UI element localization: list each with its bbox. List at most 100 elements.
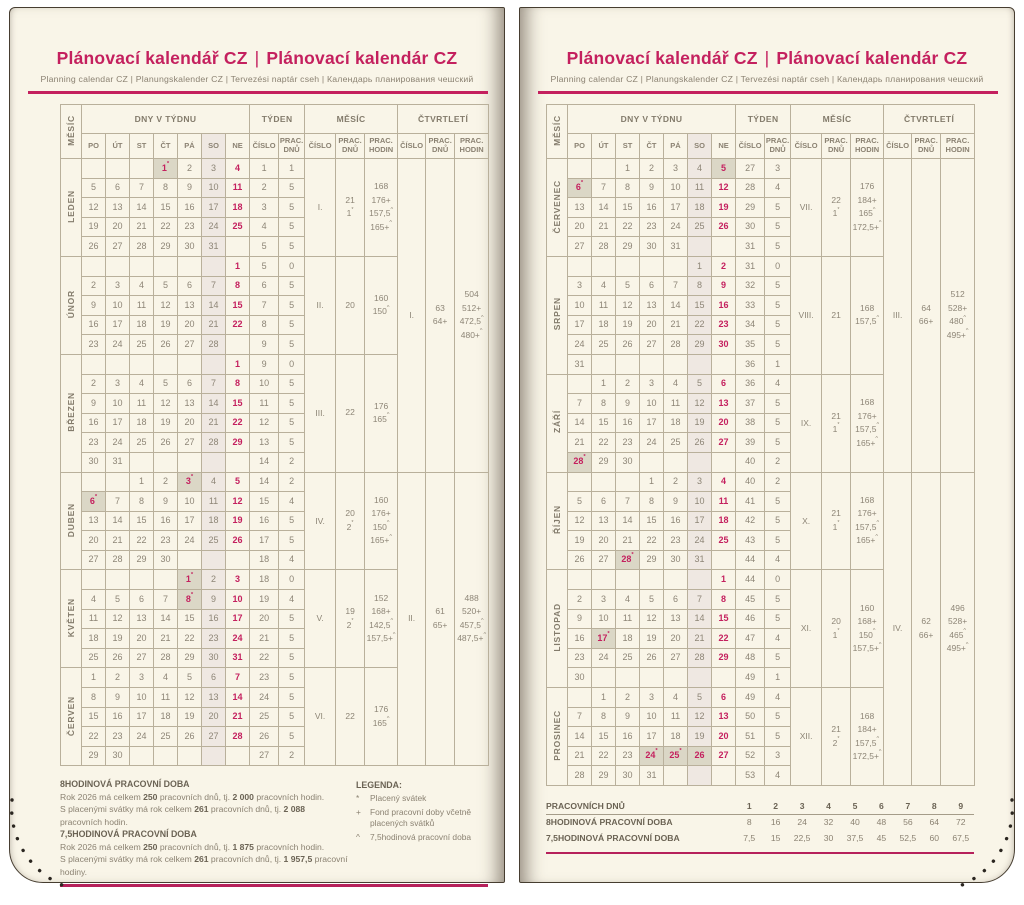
week-workdays: 4 — [278, 589, 306, 610]
working-days-value: 37,5 — [846, 832, 864, 843]
month-workhours: 168 176+ 157,5^ 165+^ — [850, 471, 885, 571]
quarter-workdays-header: PRAC. DNŮ — [911, 133, 942, 159]
week-number: 51 — [735, 726, 766, 747]
day-cell: 6* — [567, 177, 592, 199]
day-cell: 28 — [591, 236, 616, 257]
day-cell: 4 — [81, 589, 106, 610]
day-cell — [639, 353, 664, 375]
day-cell — [105, 569, 130, 591]
day-cell — [591, 667, 616, 689]
day-cell: 18 — [663, 726, 688, 747]
day-cell — [201, 549, 226, 571]
week-workdays: 5 — [764, 295, 792, 316]
day-header-5: SO — [687, 133, 712, 159]
week-workdays: 5 — [764, 491, 792, 512]
day-cell: 23 — [81, 432, 106, 453]
week-number: 47 — [735, 628, 766, 649]
day-cell: 23 — [567, 647, 592, 669]
month-number: XII. — [790, 687, 823, 786]
day-cell: 9 — [567, 608, 592, 630]
day-cell: 20 — [639, 314, 664, 336]
day-cell: 14 — [663, 295, 688, 316]
working-days-value: 56 — [903, 817, 913, 828]
week-workdays: 0 — [764, 569, 792, 591]
day-cell — [663, 569, 688, 591]
month-workdays: 21 1* — [335, 158, 366, 257]
day-cell: 9 — [105, 687, 130, 708]
day-cell: 10 — [639, 393, 664, 414]
day-cell — [153, 745, 178, 767]
column-header-week: TÝDEN — [249, 104, 306, 134]
day-cell: 23 — [153, 530, 178, 551]
day-header-4: PÁ — [663, 133, 688, 159]
day-cell — [687, 667, 712, 689]
day-cell: 29 — [710, 647, 737, 669]
day-header-6: NE — [224, 133, 251, 159]
day-cell — [567, 373, 592, 395]
week-workdays: 5 — [278, 647, 306, 669]
day-cell: 30 — [615, 765, 640, 786]
working-days-row-label: 8HODINOVÁ PRACOVNÍ DOBA — [546, 817, 673, 828]
day-cell: 21 — [201, 412, 226, 434]
month-number: I. — [304, 158, 337, 257]
week-workdays: 2 — [278, 745, 306, 767]
day-cell: 27 — [201, 726, 226, 747]
month-workhours: 176 184+ 165^ 172,5+^ — [850, 158, 885, 257]
day-cell: 16 — [81, 314, 106, 336]
day-cell: 16 — [105, 706, 130, 728]
day-cell: 16 — [615, 412, 640, 434]
day-cell — [567, 569, 592, 591]
day-cell: 3 — [591, 589, 616, 610]
day-cell — [105, 471, 130, 493]
day-cell: 13 — [591, 510, 616, 532]
day-cell: 24 — [105, 432, 130, 453]
day-cell: 20 — [710, 412, 737, 434]
day-cell: 15 — [177, 608, 202, 630]
month-workdays-header: PRAC. DNŮ — [821, 133, 852, 159]
footer-left: 8HODINOVÁ PRACOVNÍ DOBA Rok 2026 má celke… — [60, 778, 488, 887]
day-cell: 15 — [591, 726, 616, 747]
day-cell: 16 — [153, 510, 178, 532]
day-cell: 15 — [129, 510, 154, 532]
day-cell: 14 — [687, 608, 712, 630]
day-cell: 9 — [663, 491, 688, 512]
day-cell: 11 — [663, 706, 688, 728]
day-cell — [129, 158, 154, 179]
day-cell: 3 — [567, 275, 592, 297]
calendar-table: MĚSÍC DNY V TÝDNU TÝDEN MĚSÍC ČTVRTLETÍ PO ÚT S… — [546, 104, 976, 786]
day-cell: 24* — [639, 745, 664, 767]
day-cell: 18 — [224, 197, 251, 218]
week-number: 44 — [735, 549, 766, 571]
week-workdays: 5 — [764, 314, 792, 336]
day-cell: 12 — [687, 706, 712, 728]
day-cell: 29 — [177, 647, 202, 669]
day-cell: 5 — [81, 177, 106, 199]
day-cell: 1 — [129, 471, 154, 493]
day-cell: 3 — [201, 158, 226, 179]
day-cell: 20 — [105, 216, 130, 238]
day-cell: 2 — [663, 471, 688, 493]
day-cell: 29 — [615, 236, 640, 257]
day-cell: 26 — [153, 334, 178, 355]
column-header-quarter: ČTVRTLETÍ — [883, 104, 976, 134]
working-days-value: 72 — [955, 817, 966, 828]
week-workdays: 5 — [764, 393, 792, 414]
week-workdays: 5 — [278, 197, 306, 218]
day-cell — [201, 451, 226, 473]
page-subtitle: Planning calendar CZ | Planungskalender … — [40, 74, 474, 84]
week-workdays: 5 — [278, 628, 306, 649]
day-cell — [639, 569, 664, 591]
page-right: Plánovací kalendář CZ | Plánovací kalendár… — [519, 7, 1015, 883]
day-cell — [567, 687, 592, 708]
day-cell: 1 — [687, 255, 712, 277]
quarter-number-header: ČÍSLO — [397, 133, 427, 159]
day-cell: 2 — [105, 667, 130, 689]
week-number: 12 — [249, 412, 280, 434]
footer-rule-left — [60, 884, 488, 887]
day-cell — [105, 353, 130, 375]
day-cell: 22 — [81, 726, 106, 747]
day-cell: 17 — [201, 197, 226, 218]
day-cell: 16 — [201, 608, 226, 630]
day-cell — [177, 255, 202, 277]
day-cell: 12 — [710, 177, 737, 199]
